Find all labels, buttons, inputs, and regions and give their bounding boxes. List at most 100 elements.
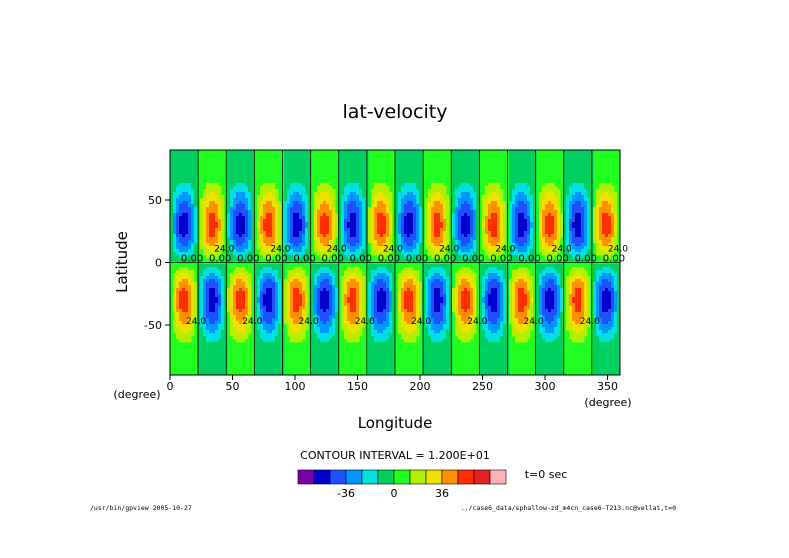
field-cell xyxy=(428,189,432,193)
field-cell xyxy=(395,237,399,241)
field-cell xyxy=(260,240,264,244)
field-cell xyxy=(242,150,246,154)
field-cell xyxy=(209,243,213,247)
field-cell xyxy=(203,279,207,283)
field-cell xyxy=(470,165,474,169)
field-cell xyxy=(413,165,417,169)
field-cell xyxy=(509,237,513,241)
field-cell xyxy=(572,198,576,202)
field-cell xyxy=(581,174,585,178)
field-cell xyxy=(392,276,396,280)
field-cell xyxy=(185,270,189,274)
field-cell xyxy=(452,183,456,187)
field-cell xyxy=(587,222,591,226)
field-cell xyxy=(326,249,330,253)
field-cell xyxy=(419,228,423,232)
field-cell xyxy=(500,237,504,241)
field-cell xyxy=(512,237,516,241)
field-cell xyxy=(353,240,357,244)
field-cell xyxy=(206,228,210,232)
field-cell xyxy=(530,243,534,247)
field-cell xyxy=(176,189,180,193)
field-cell xyxy=(218,246,222,250)
field-cell xyxy=(473,171,477,175)
field-cell xyxy=(329,195,333,199)
field-cell xyxy=(188,192,192,196)
field-cell xyxy=(182,162,186,166)
field-cell xyxy=(524,156,528,160)
field-cell xyxy=(251,174,255,178)
field-cell xyxy=(314,273,318,277)
field-cell xyxy=(203,204,207,208)
field-cell xyxy=(521,153,525,157)
field-cell xyxy=(587,276,591,280)
field-cell xyxy=(608,276,612,280)
field-cell xyxy=(362,174,366,178)
field-cell xyxy=(179,168,183,172)
field-cell xyxy=(215,186,219,190)
field-cell xyxy=(212,210,216,214)
field-cell xyxy=(359,231,363,235)
field-cell xyxy=(443,240,447,244)
field-cell xyxy=(299,252,303,256)
field-cell xyxy=(455,177,459,181)
field-cell xyxy=(584,195,588,199)
field-cell xyxy=(356,153,360,157)
field-cell xyxy=(515,282,519,286)
field-cell xyxy=(185,258,189,262)
field-cell xyxy=(428,282,432,286)
field-cell xyxy=(362,231,366,235)
field-cell xyxy=(494,237,498,241)
field-cell xyxy=(530,192,534,196)
field-cell xyxy=(572,270,576,274)
field-cell xyxy=(557,210,561,214)
field-cell xyxy=(386,213,390,217)
field-cell xyxy=(515,234,519,238)
field-cell xyxy=(533,201,537,205)
field-cell xyxy=(260,204,264,208)
field-cell xyxy=(554,210,558,214)
field-cell xyxy=(317,213,321,217)
field-cell xyxy=(269,201,273,205)
field-cell xyxy=(524,258,528,262)
field-cell xyxy=(587,153,591,157)
field-cell xyxy=(587,201,591,205)
field-cell xyxy=(212,234,216,238)
field-cell xyxy=(284,225,288,229)
field-cell xyxy=(554,240,558,244)
field-cell xyxy=(512,210,516,214)
field-cell xyxy=(542,246,546,250)
field-cell xyxy=(338,177,342,181)
field-cell xyxy=(242,162,246,166)
field-cell xyxy=(578,222,582,226)
field-cell xyxy=(332,240,336,244)
field-cell xyxy=(500,195,504,199)
field-cell xyxy=(458,186,462,190)
field-cell xyxy=(512,273,516,277)
field-cell xyxy=(383,231,387,235)
field-cell xyxy=(323,228,327,232)
field-cell xyxy=(554,207,558,211)
field-cell xyxy=(302,249,306,253)
field-cell xyxy=(470,207,474,211)
field-cell xyxy=(542,243,546,247)
field-cell xyxy=(296,216,300,220)
field-cell xyxy=(572,282,576,286)
field-cell xyxy=(413,216,417,220)
field-cell xyxy=(455,201,459,205)
field-cell xyxy=(371,219,375,223)
field-cell xyxy=(467,180,471,184)
field-cell xyxy=(380,270,384,274)
field-cell xyxy=(275,243,279,247)
field-cell xyxy=(542,228,546,232)
field-cell xyxy=(194,192,198,196)
field-cell xyxy=(170,219,174,223)
field-cell xyxy=(428,195,432,199)
field-cell xyxy=(374,192,378,196)
field-cell xyxy=(332,210,336,214)
field-cell xyxy=(275,282,279,286)
field-cell xyxy=(551,222,555,226)
field-cell xyxy=(500,246,504,250)
field-cell xyxy=(290,156,294,160)
field-cell xyxy=(464,150,468,154)
